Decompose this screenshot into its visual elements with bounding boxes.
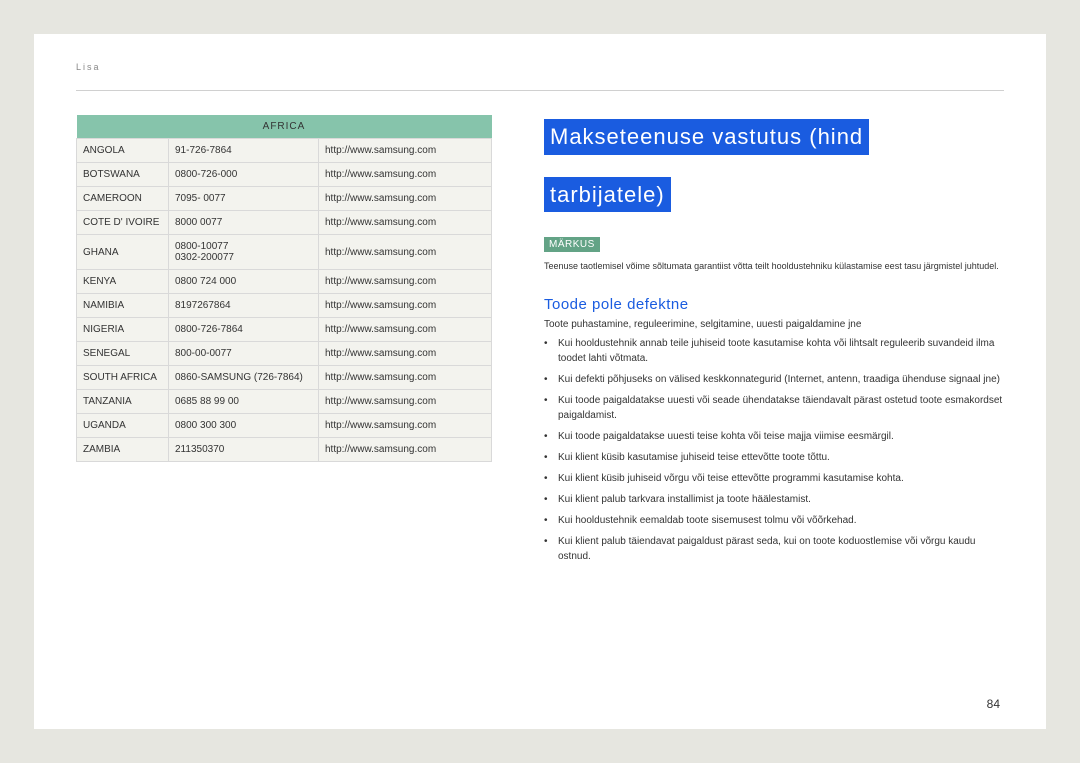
table-row: COTE D' IVOIRE8000 0077http://www.samsun…: [77, 211, 492, 235]
cell-phone: 800-00-0077: [169, 342, 319, 366]
cell-url: http://www.samsung.com: [319, 211, 492, 235]
table-row: ZAMBIA211350370http://www.samsung.com: [77, 438, 492, 462]
list-item: Kui klient palub tarkvara installimist j…: [558, 492, 1004, 507]
cell-url: http://www.samsung.com: [319, 139, 492, 163]
cell-phone: 7095- 0077: [169, 187, 319, 211]
cell-phone: 0800-10077 0302-200077: [169, 235, 319, 270]
cell-country: KENYA: [77, 270, 169, 294]
note-text: Teenuse taotlemisel võime sõltumata gara…: [544, 260, 1004, 274]
cell-country: BOTSWANA: [77, 163, 169, 187]
list-item: Kui defekti põhjuseks on välised keskkon…: [558, 372, 1004, 387]
cell-country: NIGERIA: [77, 318, 169, 342]
cell-url: http://www.samsung.com: [319, 342, 492, 366]
cell-phone: 0800 300 300: [169, 414, 319, 438]
lead-text: Toote puhastamine, reguleerimine, selgit…: [544, 319, 1004, 330]
cell-url: http://www.samsung.com: [319, 414, 492, 438]
title-line-1: Makseteenuse vastutus (hind: [544, 119, 869, 155]
list-item: Kui klient küsib kasutamise juhiseid tei…: [558, 450, 1004, 465]
cell-phone: 0800-726-000: [169, 163, 319, 187]
cell-phone: 0685 88 99 00: [169, 390, 319, 414]
sub-heading: Toode pole defektne: [544, 296, 1004, 313]
cell-country: NAMIBIA: [77, 294, 169, 318]
cell-country: ZAMBIA: [77, 438, 169, 462]
title-line-2: tarbijatele): [544, 177, 671, 213]
table-row: ANGOLA91-726-7864http://www.samsung.com: [77, 139, 492, 163]
contact-table: AFRICA ANGOLA91-726-7864http://www.samsu…: [76, 115, 492, 462]
cell-url: http://www.samsung.com: [319, 318, 492, 342]
cell-url: http://www.samsung.com: [319, 187, 492, 211]
table-row: NIGERIA0800-726-7864http://www.samsung.c…: [77, 318, 492, 342]
cell-url: http://www.samsung.com: [319, 294, 492, 318]
cell-country: GHANA: [77, 235, 169, 270]
table-region-header: AFRICA: [77, 115, 492, 139]
list-item: Kui klient küsib juhiseid võrgu või teis…: [558, 471, 1004, 486]
list-item: Kui toode paigaldatakse uuesti või seade…: [558, 393, 1004, 423]
list-item: Kui hooldustehnik eemaldab toote sisemus…: [558, 513, 1004, 528]
bullet-list: Kui hooldustehnik annab teile juhiseid t…: [544, 336, 1004, 570]
cell-country: UGANDA: [77, 414, 169, 438]
list-item: Kui hooldustehnik annab teile juhiseid t…: [558, 336, 1004, 366]
cell-url: http://www.samsung.com: [319, 390, 492, 414]
cell-url: http://www.samsung.com: [319, 438, 492, 462]
cell-url: http://www.samsung.com: [319, 235, 492, 270]
document-page: Lisa AFRICA ANGOLA91-726-7864http://www.…: [34, 34, 1046, 729]
main-title: Makseteenuse vastutus (hind tarbijatele): [544, 119, 1004, 234]
cell-url: http://www.samsung.com: [319, 270, 492, 294]
table-row: CAMEROON7095- 0077http://www.samsung.com: [77, 187, 492, 211]
left-column: AFRICA ANGOLA91-726-7864http://www.samsu…: [76, 115, 492, 709]
table-row: TANZANIA0685 88 99 00http://www.samsung.…: [77, 390, 492, 414]
cell-phone: 0860-SAMSUNG (726-7864): [169, 366, 319, 390]
table-row: KENYA0800 724 000http://www.samsung.com: [77, 270, 492, 294]
page-number: 84: [987, 697, 1000, 711]
content-columns: AFRICA ANGOLA91-726-7864http://www.samsu…: [76, 115, 1004, 709]
cell-country: ANGOLA: [77, 139, 169, 163]
section-label: Lisa: [76, 62, 1004, 72]
cell-country: TANZANIA: [77, 390, 169, 414]
cell-phone: 91-726-7864: [169, 139, 319, 163]
cell-country: COTE D' IVOIRE: [77, 211, 169, 235]
table-row: SENEGAL800-00-0077http://www.samsung.com: [77, 342, 492, 366]
list-item: Kui toode paigaldatakse uuesti teise koh…: [558, 429, 1004, 444]
table-row: SOUTH AFRICA0860-SAMSUNG (726-7864)http:…: [77, 366, 492, 390]
list-item: Kui klient palub täiendavat paigaldust p…: [558, 534, 1004, 564]
cell-phone: 8197267864: [169, 294, 319, 318]
cell-country: CAMEROON: [77, 187, 169, 211]
cell-country: SOUTH AFRICA: [77, 366, 169, 390]
table-row: UGANDA0800 300 300http://www.samsung.com: [77, 414, 492, 438]
table-row: GHANA0800-10077 0302-200077http://www.sa…: [77, 235, 492, 270]
cell-phone: 8000 0077: [169, 211, 319, 235]
cell-country: SENEGAL: [77, 342, 169, 366]
table-row: NAMIBIA8197267864http://www.samsung.com: [77, 294, 492, 318]
cell-url: http://www.samsung.com: [319, 163, 492, 187]
cell-phone: 211350370: [169, 438, 319, 462]
right-column: Makseteenuse vastutus (hind tarbijatele)…: [544, 115, 1004, 709]
header-rule: [76, 90, 1004, 91]
note-badge: MÄRKUS: [544, 237, 600, 252]
cell-phone: 0800 724 000: [169, 270, 319, 294]
table-row: BOTSWANA0800-726-000http://www.samsung.c…: [77, 163, 492, 187]
cell-phone: 0800-726-7864: [169, 318, 319, 342]
cell-url: http://www.samsung.com: [319, 366, 492, 390]
